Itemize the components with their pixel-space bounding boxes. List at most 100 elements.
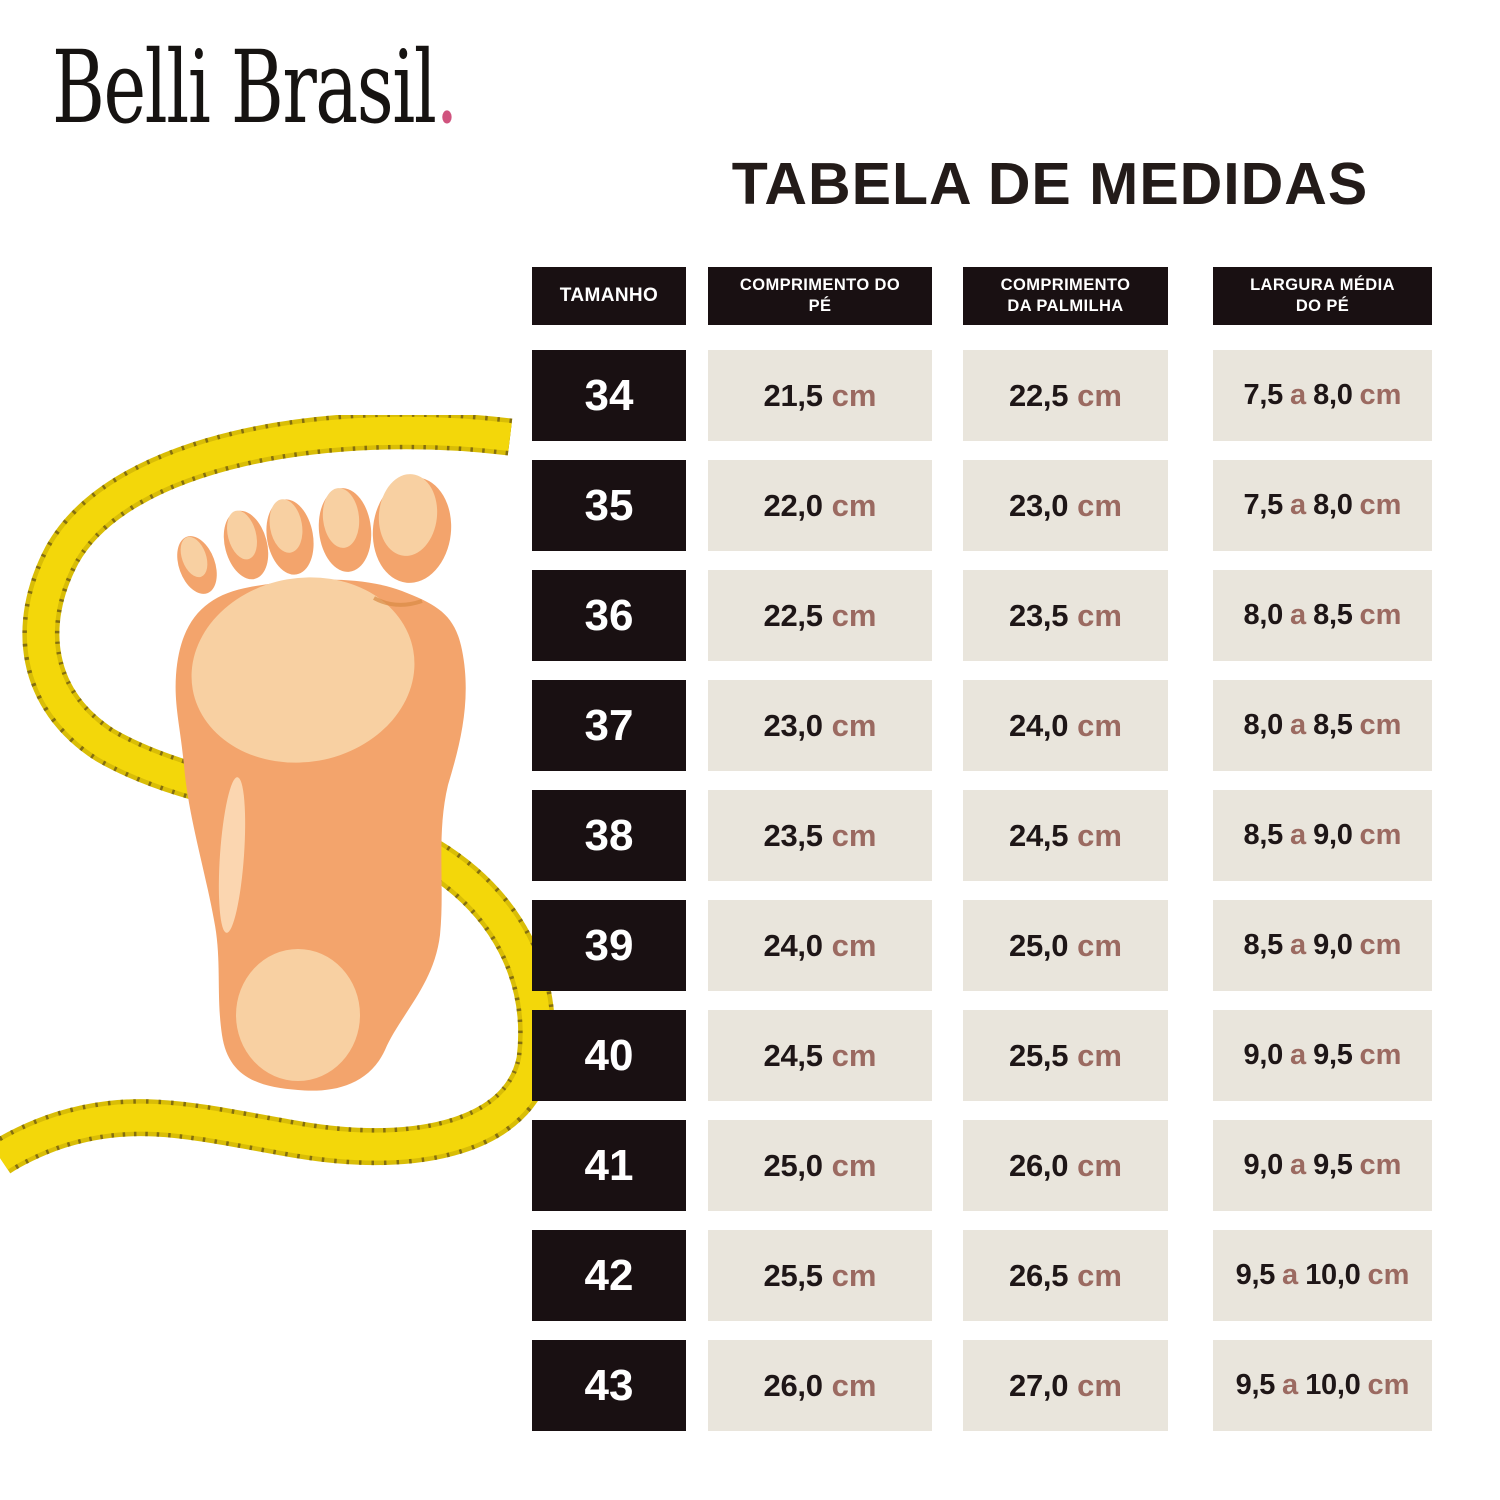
unit-label: cm <box>1077 597 1122 633</box>
unit-label: cm <box>1077 707 1122 743</box>
table-row: 39 24,0 cm 25,0 cm 8,5 a 9,0 cm <box>532 900 1437 991</box>
range-separator-label: a <box>1289 1149 1307 1181</box>
size-value: 35 <box>584 480 634 530</box>
unit-label: cm <box>1077 1367 1122 1403</box>
column-header-size-label: TAMANHO <box>559 284 659 306</box>
foot-width-max-value: 9,0 <box>1313 819 1353 851</box>
big-toe-crease <box>373 596 423 607</box>
foot-length-value: 26,0 <box>763 1367 823 1403</box>
insole-length-value: 25,5 <box>1009 1037 1069 1073</box>
size-cell: 42 <box>532 1230 686 1321</box>
table-row: 41 25,0 cm 26,0 cm 9,0 a 9,5 cm <box>532 1120 1437 1211</box>
foot-width-max-value: 8,0 <box>1313 489 1353 521</box>
insole-length-cell: 26,5 cm <box>963 1230 1168 1321</box>
range-separator-label: a <box>1289 1039 1307 1071</box>
foot-length-cell: 22,0 cm <box>708 460 932 551</box>
insole-length-value: 25,0 <box>1009 927 1069 963</box>
fourth-toe-pad <box>227 510 257 560</box>
foot-width-cell: 9,5 a 10,0 cm <box>1213 1230 1432 1321</box>
insole-length-cell: 23,0 cm <box>963 460 1168 551</box>
foot-width-max-value: 9,5 <box>1313 1039 1353 1071</box>
foot-width-min-value: 7,5 <box>1243 379 1284 411</box>
unit-label: cm <box>1077 1257 1122 1293</box>
insole-length-value: 27,0 <box>1009 1367 1069 1403</box>
foot-length-value: 25,0 <box>763 1147 823 1183</box>
size-value: 42 <box>584 1250 634 1300</box>
column-header-foot-length-label: COMPRIMENTO DO PÉ <box>739 275 901 315</box>
unit-label: cm <box>1077 377 1122 413</box>
unit-label: cm <box>1077 487 1122 523</box>
foot-width-max-value: 8,5 <box>1313 709 1353 741</box>
unit-label: cm <box>831 927 877 963</box>
insole-length-value: 23,0 <box>1009 487 1069 523</box>
foot-width-cell: 7,5 a 8,0 cm <box>1213 460 1432 551</box>
foot-width-max-value: 9,5 <box>1313 1149 1353 1181</box>
size-value: 36 <box>584 590 634 640</box>
unit-label: cm <box>1367 1369 1410 1401</box>
column-header-foot-width: LARGURA MÉDIA DO PÉ <box>1213 267 1432 325</box>
middle-toe-pad <box>269 499 303 553</box>
size-cell: 41 <box>532 1120 686 1211</box>
foot-width-max-value: 8,0 <box>1313 379 1353 411</box>
foot-width-min-value: 8,5 <box>1243 819 1284 851</box>
unit-label: cm <box>831 707 877 743</box>
foot-width-cell: 9,5 a 10,0 cm <box>1213 1340 1432 1431</box>
foot-width-min-value: 8,0 <box>1243 599 1284 631</box>
second-toe-pad <box>322 488 360 548</box>
size-cell: 38 <box>532 790 686 881</box>
unit-label: cm <box>1359 379 1402 411</box>
foot-width-cell: 9,0 a 9,5 cm <box>1213 1120 1432 1211</box>
column-header-foot-width-label: LARGURA MÉDIA DO PÉ <box>1250 275 1395 315</box>
foot-length-value: 22,5 <box>763 597 823 633</box>
size-value: 43 <box>584 1360 634 1410</box>
insole-length-cell: 24,0 cm <box>963 680 1168 771</box>
range-separator-label: a <box>1289 489 1307 521</box>
size-cell: 43 <box>532 1340 686 1431</box>
size-cell: 36 <box>532 570 686 661</box>
unit-label: cm <box>1359 819 1402 851</box>
unit-label: cm <box>1359 489 1402 521</box>
foot-width-min-value: 9,5 <box>1235 1259 1276 1291</box>
insole-length-cell: 27,0 cm <box>963 1340 1168 1431</box>
foot-length-cell: 26,0 cm <box>708 1340 932 1431</box>
insole-length-cell: 23,5 cm <box>963 570 1168 661</box>
foot-width-min-value: 9,0 <box>1243 1149 1284 1181</box>
unit-label: cm <box>831 1257 877 1293</box>
insole-length-cell: 26,0 cm <box>963 1120 1168 1211</box>
foot-width-cell: 8,0 a 8,5 cm <box>1213 680 1432 771</box>
table-row: 42 25,5 cm 26,5 cm 9,5 a 10,0 cm <box>532 1230 1437 1321</box>
insole-length-cell: 24,5 cm <box>963 790 1168 881</box>
foot-measuring-tape-illustration <box>0 415 560 1215</box>
unit-label: cm <box>831 1367 877 1403</box>
foot-width-cell: 8,5 a 9,0 cm <box>1213 900 1432 991</box>
unit-label: cm <box>1359 929 1402 961</box>
unit-label: cm <box>831 1037 877 1073</box>
unit-label: cm <box>1359 599 1402 631</box>
size-value: 40 <box>584 1030 634 1080</box>
range-separator-label: a <box>1282 1369 1299 1401</box>
foot-width-max-value: 10,0 <box>1305 1369 1361 1401</box>
foot-length-value: 22,0 <box>763 487 823 523</box>
range-separator-label: a <box>1282 1259 1299 1291</box>
column-header-size: TAMANHO <box>532 267 686 325</box>
insole-length-cell: 25,5 cm <box>963 1010 1168 1101</box>
foot-length-cell: 25,0 cm <box>708 1120 932 1211</box>
foot-width-max-value: 9,0 <box>1313 929 1353 961</box>
unit-label: cm <box>1367 1259 1410 1291</box>
unit-label: cm <box>1077 817 1122 853</box>
insole-length-cell: 22,5 cm <box>963 350 1168 441</box>
foot-length-value: 21,5 <box>763 377 823 413</box>
foot-length-cell: 22,5 cm <box>708 570 932 661</box>
size-value: 39 <box>584 920 634 970</box>
unit-label: cm <box>831 817 877 853</box>
insole-length-value: 22,5 <box>1009 377 1069 413</box>
size-value: 34 <box>584 370 634 420</box>
table-row: 35 22,0 cm 23,0 cm 7,5 a 8,0 cm <box>532 460 1437 551</box>
table-row: 37 23,0 cm 24,0 cm 8,0 a 8,5 cm <box>532 680 1437 771</box>
insole-length-value: 24,0 <box>1009 707 1069 743</box>
foot-width-min-value: 9,5 <box>1235 1369 1276 1401</box>
unit-label: cm <box>1077 1037 1122 1073</box>
table-row: 40 24,5 cm 25,5 cm 9,0 a 9,5 cm <box>532 1010 1437 1101</box>
foot-width-min-value: 9,0 <box>1243 1039 1284 1071</box>
column-header-insole-length: COMPRIMENTO DA PALMILHA <box>963 267 1168 325</box>
